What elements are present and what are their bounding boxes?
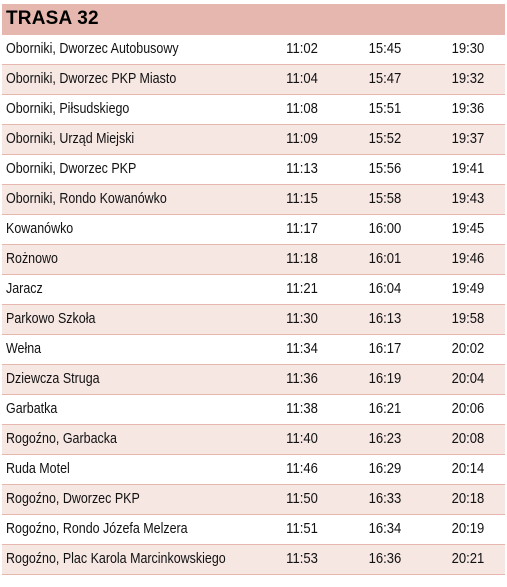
departure-time: 11:04	[286, 71, 318, 87]
departure-time: 16:33	[368, 491, 402, 507]
stop-name: Garbatka	[6, 401, 58, 417]
departure-time: 11:18	[286, 251, 318, 267]
departure-time: 19:41	[451, 161, 485, 177]
departure-time: 20:08	[451, 431, 485, 447]
departure-time: 11:51	[286, 521, 318, 537]
departure-time: 11:34	[286, 341, 318, 357]
stop-name: Oborniki, Rondo Kowanówko	[6, 191, 167, 207]
stop-name: Ruda Motel	[6, 461, 70, 477]
table-row: Garbatka 11:38 16:21 20:06	[2, 394, 505, 424]
stop-name: Wełna	[6, 341, 42, 357]
departure-time: 11:13	[286, 161, 318, 177]
departure-time: 15:51	[368, 101, 402, 117]
table-row: Rożnowo 11:18 16:01 19:46	[2, 244, 505, 274]
stop-name: Oborniki, Dworzec Autobusowy	[6, 41, 179, 57]
departure-time: 11:46	[286, 461, 318, 477]
bottom-divider	[2, 574, 505, 575]
stop-name: Rożnowo	[6, 251, 58, 267]
departure-time: 19:36	[451, 101, 485, 117]
table-row: Oborniki, Piłsudskiego 11:08 15:51 19:36	[2, 94, 505, 124]
stop-name: Rogoźno, Plac Karola Marcinkowskiego	[6, 551, 226, 567]
table-row: Dziewcza Struga 11:36 16:19 20:04	[2, 364, 505, 394]
departure-time: 15:56	[368, 161, 402, 177]
departure-time: 11:50	[286, 491, 318, 507]
stop-name: Oborniki, Dworzec PKP Miasto	[6, 71, 177, 87]
departure-time: 11:08	[286, 101, 318, 117]
table-row: Rogoźno, Plac Karola Marcinkowskiego 11:5…	[2, 544, 505, 574]
departure-time: 19:43	[451, 191, 485, 207]
departure-time: 19:30	[451, 41, 485, 57]
departure-time: 16:19	[368, 371, 402, 387]
table-row: Oborniki, Dworzec PKP 11:13 15:56 19:41	[2, 154, 505, 184]
departure-time: 16:21	[368, 401, 402, 417]
departure-time: 11:40	[286, 431, 318, 447]
departure-time: 11:21	[286, 281, 318, 297]
departure-time: 16:04	[368, 281, 402, 297]
departure-time: 15:58	[368, 191, 402, 207]
table-row: Oborniki, Urząd Miejski 11:09 15:52 19:37	[2, 124, 505, 154]
departure-time: 16:29	[368, 461, 402, 477]
departure-time: 16:17	[368, 341, 402, 357]
stop-name: Oborniki, Piłsudskiego	[6, 101, 130, 117]
departure-time: 11:36	[286, 371, 318, 387]
departure-time: 15:47	[368, 71, 402, 87]
departure-time: 15:52	[368, 131, 402, 147]
departure-time: 16:23	[368, 431, 402, 447]
stop-name: Rogoźno, Garbacka	[6, 431, 117, 447]
stop-list: Oborniki, Dworzec Autobusowy 11:02 15:45 19…	[2, 34, 505, 574]
stop-name: Dziewcza Struga	[6, 371, 100, 387]
departure-time: 20:06	[451, 401, 485, 417]
timetable: TRASA 32 Oborniki, Dworzec Autobusowy 11:…	[2, 4, 505, 575]
departure-time: 20:21	[451, 551, 485, 567]
departure-time: 19:49	[451, 281, 485, 297]
departure-time: 11:09	[286, 131, 318, 147]
departure-time: 16:36	[368, 551, 402, 567]
stop-name: Rogoźno, Dworzec PKP	[6, 491, 140, 507]
departure-time: 16:00	[368, 221, 402, 237]
route-title: TRASA 32	[2, 4, 505, 34]
departure-time: 19:46	[451, 251, 485, 267]
table-row: Oborniki, Dworzec Autobusowy 11:02 15:45 19…	[2, 34, 505, 64]
departure-time: 11:38	[286, 401, 318, 417]
stop-name: Oborniki, Dworzec PKP	[6, 161, 137, 177]
table-row: Ruda Motel 11:46 16:29 20:14	[2, 454, 505, 484]
stop-name: Rogoźno, Rondo Józefa Melzera	[6, 521, 188, 537]
table-row: Rogoźno, Garbacka 11:40 16:23 20:08	[2, 424, 505, 454]
departure-time: 11:53	[286, 551, 318, 567]
table-row: Rogoźno, Dworzec PKP 11:50 16:33 20:18	[2, 484, 505, 514]
departure-time: 11:30	[286, 311, 318, 327]
departure-time: 19:37	[451, 131, 485, 147]
table-row: Kowanówko 11:17 16:00 19:45	[2, 214, 505, 244]
stop-name: Jaracz	[6, 281, 43, 297]
departure-time: 11:02	[286, 41, 318, 57]
table-row: Oborniki, Rondo Kowanówko 11:15 15:58 19:43	[2, 184, 505, 214]
table-row: Oborniki, Dworzec PKP Miasto 11:04 15:47 19…	[2, 64, 505, 94]
departure-time: 16:01	[368, 251, 402, 267]
departure-time: 16:13	[368, 311, 402, 327]
departure-time: 20:18	[451, 491, 485, 507]
departure-time: 11:15	[286, 191, 318, 207]
departure-time: 19:58	[451, 311, 485, 327]
table-row: Parkowo Szkoła 11:30 16:13 19:58	[2, 304, 505, 334]
departure-time: 15:45	[368, 41, 402, 57]
stop-name: Kowanówko	[6, 221, 74, 237]
departure-time: 20:19	[451, 521, 485, 537]
departure-time: 19:45	[451, 221, 485, 237]
departure-time: 11:17	[286, 221, 318, 237]
table-row: Wełna 11:34 16:17 20:02	[2, 334, 505, 364]
table-row: Rogoźno, Rondo Józefa Melzera 11:51 16:34 2…	[2, 514, 505, 544]
table-row: Jaracz 11:21 16:04 19:49	[2, 274, 505, 304]
stop-name: Parkowo Szkoła	[6, 311, 96, 327]
stop-name: Oborniki, Urząd Miejski	[6, 131, 135, 147]
departure-time: 20:14	[451, 461, 485, 477]
departure-time: 20:02	[451, 341, 485, 357]
departure-time: 20:04	[451, 371, 485, 387]
departure-time: 19:32	[451, 71, 485, 87]
departure-time: 16:34	[368, 521, 402, 537]
